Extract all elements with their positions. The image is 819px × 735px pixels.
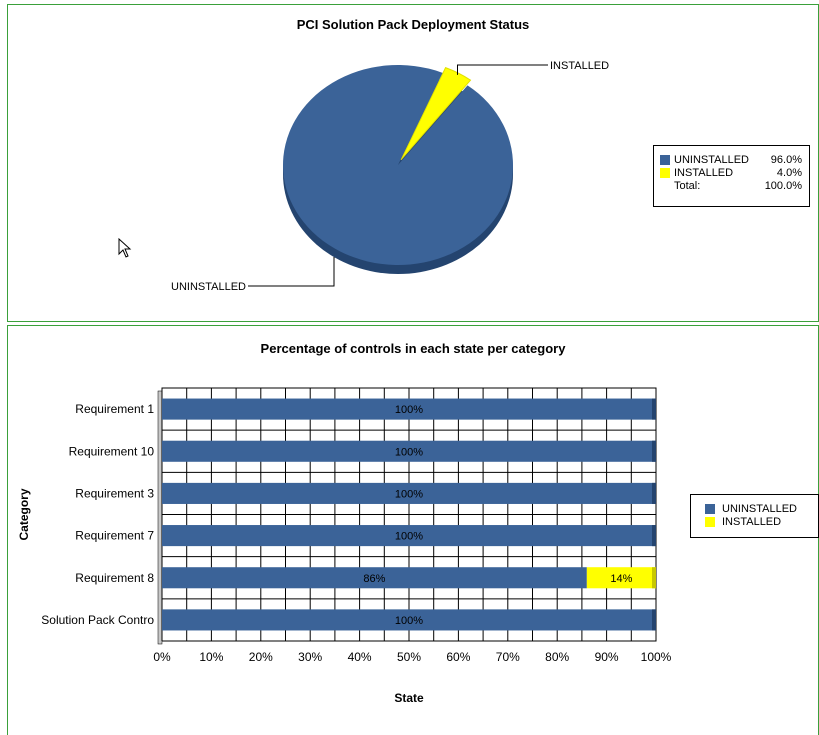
bar-segment (162, 525, 656, 547)
bar-legend-item-installed: INSTALLED (694, 516, 814, 529)
pie-chart-panel: PCI Solution Pack Deployment Status INST… (7, 4, 819, 322)
pie-slice-uninstalled (282, 64, 513, 265)
x-tick-label: 60% (446, 650, 470, 664)
x-tick-label: 70% (496, 650, 520, 664)
legend-label: INSTALLED (722, 516, 782, 528)
bar-chart-panel: Percentage of controls in each state per… (7, 325, 819, 735)
legend-label: INSTALLED (674, 167, 734, 179)
legend-label: UNINSTALLED (722, 503, 797, 515)
bar-segment (162, 440, 656, 462)
category-label: Requirement 7 (75, 529, 154, 543)
x-tick-label: 40% (348, 650, 372, 664)
legend-total-value: 100.0% (764, 180, 802, 192)
pie-legend: UNINSTALLED 96.0% INSTALLED 4.0% Total: … (653, 145, 810, 207)
legend-swatch-uninstalled (705, 504, 715, 514)
pie-legend-item-uninstalled: UNINSTALLED 96.0% (657, 154, 802, 167)
leader-line-uninstalled (248, 257, 335, 287)
pie-legend-total: Total: 100.0% (657, 180, 802, 193)
bar-value-label: 100% (395, 488, 423, 500)
bar-value-label: 86% (363, 573, 385, 585)
bar-value-label: 100% (395, 531, 423, 543)
bar-end-cap (652, 567, 656, 589)
category-label: Requirement 3 (75, 486, 154, 500)
bar-value-label: 100% (395, 446, 423, 458)
legend-swatch-uninstalled (660, 155, 670, 165)
x-axis-title: State (394, 691, 424, 705)
pie-label-installed: INSTALLED (550, 60, 609, 72)
x-tick-label: 50% (397, 650, 421, 664)
category-label: Requirement 8 (75, 571, 154, 585)
pie-legend-item-installed: INSTALLED 4.0% (657, 167, 802, 180)
legend-value: 4.0% (776, 167, 802, 179)
x-tick-label: 100% (641, 650, 672, 664)
pie-label-uninstalled: UNINSTALLED (171, 281, 246, 293)
category-label: Requirement 10 (69, 444, 155, 458)
bar-end-cap (652, 482, 656, 504)
bar-legend-item-uninstalled: UNINSTALLED (694, 503, 814, 516)
x-tick-label: 10% (199, 650, 223, 664)
bar-end-cap (652, 609, 656, 631)
x-tick-label: 80% (545, 650, 569, 664)
category-label: Solution Pack Contro (41, 613, 154, 627)
bar-segment (162, 482, 656, 504)
bar-value-label: 100% (395, 615, 423, 627)
legend-swatch-installed (660, 168, 670, 178)
bar-value-label: 100% (395, 404, 423, 416)
legend-label: UNINSTALLED (674, 154, 749, 166)
bar-segment (586, 567, 656, 589)
pie-chart-title: PCI Solution Pack Deployment Status (296, 17, 530, 32)
x-tick-label: 0% (153, 650, 171, 664)
bar-segment (162, 398, 656, 420)
bar-end-cap (652, 398, 656, 420)
bar-value-label: 14% (610, 573, 632, 585)
bar-end-cap (652, 440, 656, 462)
category-label: Requirement 1 (75, 402, 154, 416)
bar-segment (162, 567, 587, 589)
leader-line-installed (457, 64, 548, 75)
x-tick-label: 20% (249, 650, 273, 664)
legend-total-label: Total: (674, 180, 701, 192)
y-axis-title: Category (17, 488, 31, 540)
bar-chart-title: Percentage of controls in each state per… (260, 341, 566, 356)
bar-chart: 100% Requirement 1 100% Requirement 10 100% R… (17, 387, 672, 705)
legend-swatch-installed (705, 517, 715, 527)
x-tick-label: 90% (595, 650, 619, 664)
pie-chart: INSTALLED UNINSTALLED (171, 60, 609, 293)
bar-end-cap (652, 525, 656, 547)
pie-slice-installed (400, 66, 472, 161)
plot-side-wall (157, 390, 163, 645)
legend-value: 96.0% (770, 154, 802, 166)
mouse-pointer-icon (118, 238, 132, 258)
bar-segment (162, 609, 656, 631)
bar-legend: UNINSTALLED INSTALLED (690, 494, 819, 538)
x-tick-label: 30% (298, 650, 322, 664)
